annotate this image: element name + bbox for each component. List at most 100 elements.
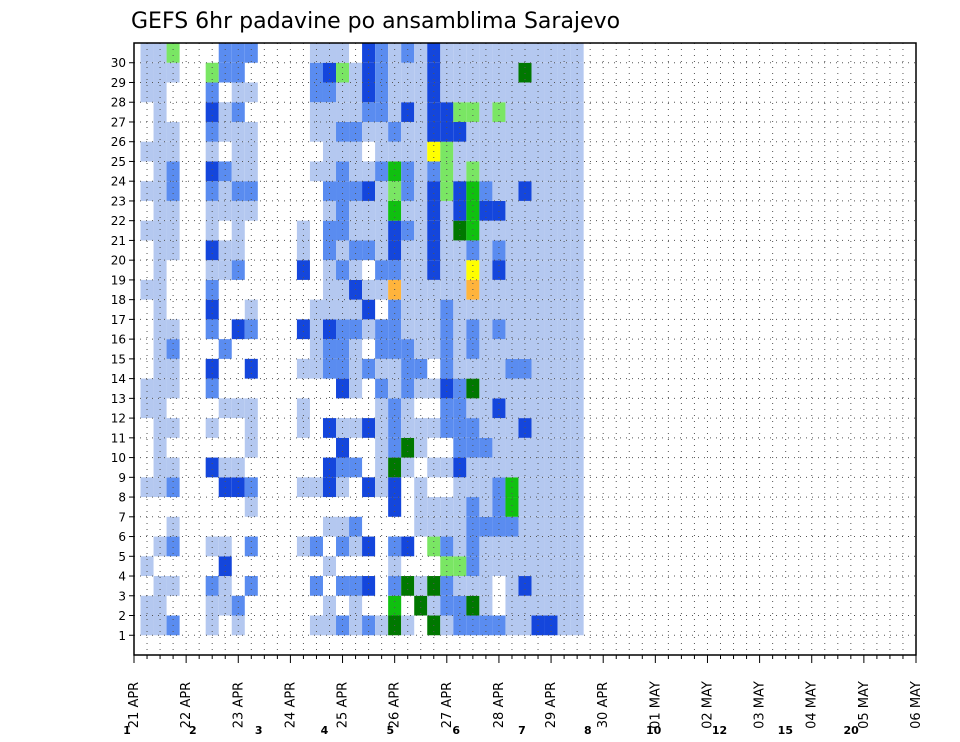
heatmap-cell — [205, 576, 219, 596]
heatmap-cell — [427, 457, 441, 478]
heatmap-cell — [140, 43, 154, 63]
heatmap-cell — [401, 260, 415, 280]
heatmap-cell — [166, 181, 180, 201]
x-tick-label: 06 MAY — [909, 681, 924, 729]
heatmap-cell — [349, 319, 363, 340]
heatmap-cell — [427, 220, 441, 241]
y-tick-label: 12 — [111, 412, 126, 426]
heatmap-cell — [518, 220, 532, 241]
heatmap-cell — [414, 516, 428, 537]
y-tick-label: 10 — [111, 451, 126, 465]
heatmap-cell — [427, 200, 441, 221]
heatmap-cell — [322, 595, 337, 616]
y-tick-label: 28 — [111, 96, 126, 110]
heatmap-cell — [440, 260, 454, 280]
heatmap-cell — [466, 378, 480, 399]
heatmap-cell — [322, 43, 337, 63]
heatmap-cell — [518, 299, 532, 320]
heatmap-cell — [505, 181, 519, 201]
x-tick-label: 28 APR — [492, 682, 507, 728]
heatmap-cell — [479, 556, 493, 577]
heatmap-cell — [531, 299, 545, 320]
heatmap-cell — [336, 121, 350, 142]
heatmap-cell — [427, 319, 441, 340]
y-tick-label: 18 — [111, 293, 126, 307]
heatmap-cell — [336, 82, 350, 103]
heatmap-cell — [322, 62, 337, 83]
heatmap-cell — [244, 299, 258, 320]
heatmap-cell — [492, 378, 506, 399]
heatmap-cell — [401, 43, 415, 63]
heatmap-cell — [479, 220, 493, 241]
heatmap-cell — [453, 358, 467, 379]
heatmap-cell — [153, 181, 167, 201]
heatmap-cell — [362, 536, 376, 557]
heatmap-cell — [231, 398, 245, 419]
heatmap-cell — [362, 299, 376, 320]
heatmap-cell — [518, 576, 532, 596]
heatmap-cell — [557, 200, 571, 221]
heatmap-cell — [362, 43, 376, 63]
y-tick-label: 24 — [111, 175, 126, 189]
heatmap-cell — [466, 240, 480, 261]
heatmap-cell — [518, 43, 532, 63]
heatmap-cell — [322, 102, 337, 122]
heatmap-cell — [414, 497, 428, 517]
heatmap-cell — [479, 82, 493, 103]
heatmap-cell — [531, 240, 545, 261]
heatmap-cell — [531, 576, 545, 596]
heatmap-cell — [153, 220, 167, 241]
heatmap-cell — [362, 576, 376, 596]
heatmap-cell — [570, 497, 584, 517]
heatmap-cell — [401, 181, 415, 201]
x-axis-ticks: 21 APR 22 APR 23 APR 24 APR 25 APR 26 APR 27 A… — [127, 655, 924, 729]
heatmap-cell — [453, 437, 467, 458]
heatmap-cell — [557, 220, 571, 241]
heatmap-cell — [505, 299, 519, 320]
x-tick-label: 02 MAY — [700, 681, 715, 729]
heatmap-cell — [153, 437, 167, 458]
heatmap-cell — [218, 161, 232, 182]
heatmap-cell — [153, 536, 167, 557]
heatmap-cell — [557, 62, 571, 83]
heatmap-cell — [440, 102, 454, 122]
heatmap-cell — [440, 556, 454, 577]
heatmap-cell — [440, 595, 454, 616]
heatmap-cell — [388, 161, 402, 182]
heatmap-cell — [440, 299, 454, 320]
heatmap-cell — [205, 457, 219, 478]
heatmap-cell — [401, 576, 415, 596]
heatmap-cell — [414, 260, 428, 280]
heatmap-cell — [153, 398, 167, 419]
heatmap-cell — [375, 62, 389, 83]
heatmap-cell — [388, 595, 402, 616]
heatmap-cell — [388, 220, 402, 241]
heatmap-cell — [492, 62, 506, 83]
heatmap-cell — [244, 358, 258, 379]
heatmap-cell — [544, 181, 558, 201]
heatmap-cell — [440, 576, 454, 596]
heatmap-cell — [231, 240, 245, 261]
heatmap-cell — [453, 220, 467, 241]
heatmap-cell — [309, 299, 323, 320]
heatmap-cell — [414, 299, 428, 320]
heatmap-cell — [414, 240, 428, 261]
gridlines — [134, 43, 916, 655]
heatmap-cell — [453, 161, 467, 182]
heatmap-cell — [218, 260, 232, 280]
heatmap-cell — [218, 595, 232, 616]
heatmap-cell — [401, 82, 415, 103]
heatmap-cell — [401, 437, 415, 458]
heatmap-cell — [231, 319, 245, 340]
heatmap-cell — [570, 43, 584, 63]
heatmap-cell — [218, 398, 232, 419]
y-tick-label: 26 — [111, 135, 126, 149]
heatmap-cell — [544, 121, 558, 142]
y-tick-label: 19 — [111, 273, 126, 287]
heatmap-cell — [205, 240, 219, 261]
heatmap-cell — [544, 556, 558, 577]
heatmap-cell — [166, 358, 180, 379]
heatmap-cell — [153, 161, 167, 182]
heatmap-cell — [388, 378, 402, 399]
heatmap-cell — [518, 398, 532, 419]
